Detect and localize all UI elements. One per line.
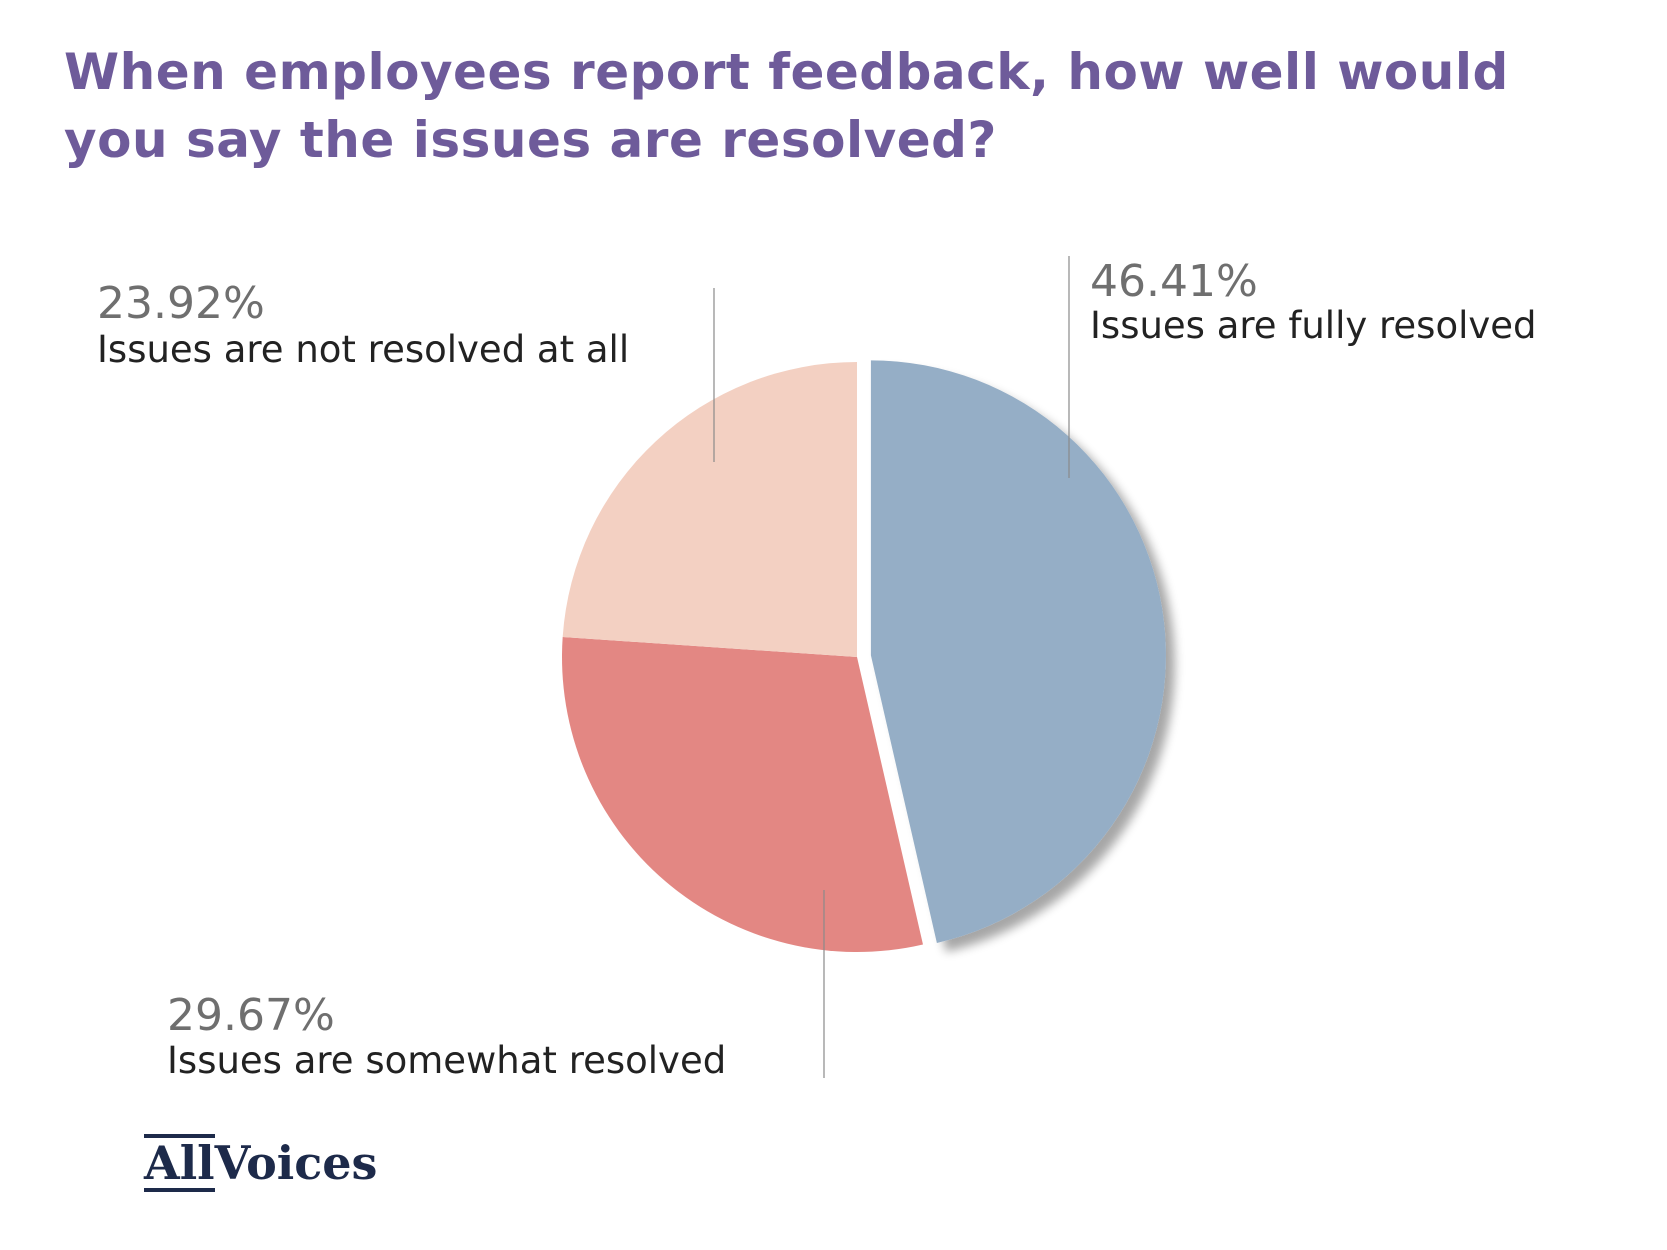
pie-slices <box>562 360 1166 952</box>
logo-voices-text: Voices <box>214 1136 378 1190</box>
slice-labels: 46.41%Issues are fully resolved29.67%Iss… <box>97 256 1537 1082</box>
chart-title: When employees report feedback, how well… <box>64 43 1509 169</box>
value-label-somewhat-resolved: 29.67% <box>167 990 335 1041</box>
category-label-fully-resolved: Issues are fully resolved <box>1090 304 1537 347</box>
value-label-fully-resolved: 46.41% <box>1090 256 1258 307</box>
category-label-somewhat-resolved: Issues are somewhat resolved <box>167 1039 726 1082</box>
logo-all-text: All <box>144 1134 215 1192</box>
allvoices-logo: All Voices <box>144 1128 377 1192</box>
leader-lines <box>713 256 1070 1078</box>
pie-slice-somewhat-resolved <box>562 636 923 952</box>
pie-slice-not-resolved <box>562 362 857 657</box>
category-label-not-resolved: Issues are not resolved at all <box>97 328 629 371</box>
value-label-not-resolved: 23.92% <box>97 278 265 329</box>
pie-slice-fully-resolved <box>870 360 1166 943</box>
